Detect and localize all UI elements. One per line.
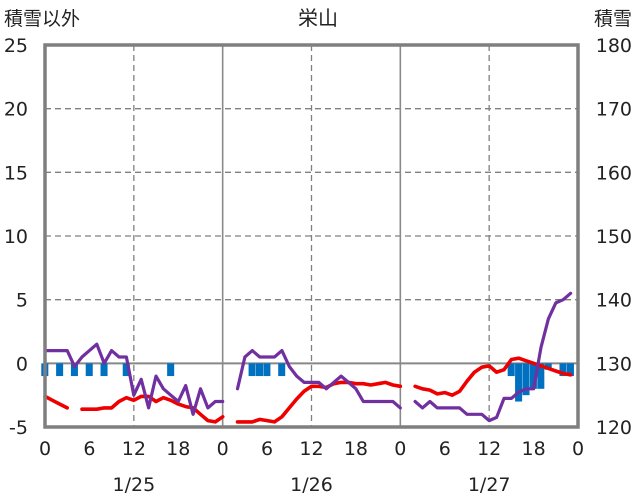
date-label: 1/27	[468, 474, 511, 496]
y-left-tick-label: -5	[9, 417, 28, 439]
precipitation-bar	[278, 363, 286, 377]
y-right-tick-label: 130	[596, 353, 632, 375]
y-right-tick-label: 120	[596, 417, 632, 439]
x-tick-label: 6	[261, 438, 273, 460]
precipitation-bar	[529, 363, 537, 389]
x-tick-label: 0	[39, 438, 51, 460]
y-left-axis-label: 積雪以外	[4, 8, 80, 30]
plot-frame	[43, 43, 580, 429]
precipitation-bars	[41, 363, 574, 402]
x-tick-label: 18	[166, 438, 190, 460]
series-lines	[43, 291, 573, 424]
x-tick-label: 6	[83, 438, 95, 460]
y-left-tick-label: 5	[16, 290, 28, 312]
precipitation-bar	[167, 363, 175, 377]
x-tick-label: 12	[299, 438, 323, 460]
x-tick-label: 0	[572, 438, 584, 460]
y-left-tick-label: 10	[4, 226, 28, 248]
plot-frame-rect	[43, 43, 580, 429]
date-label: 1/26	[290, 474, 333, 496]
chart-title: 栄山	[298, 6, 338, 30]
y-right-tick-label: 140	[596, 290, 632, 312]
y-right-tick-label: 180	[596, 35, 632, 57]
precipitation-bar	[566, 363, 574, 377]
precipitation-bar	[100, 363, 108, 377]
temperature-line	[413, 356, 573, 398]
temperature-line	[43, 394, 69, 410]
precipitation-bar	[522, 363, 530, 396]
y-right-axis-label: 積雪	[594, 8, 632, 30]
x-tick-label: 0	[217, 438, 229, 460]
precipitation-bar	[507, 363, 515, 377]
precipitation-bar	[255, 363, 264, 377]
snow-depth-line	[413, 291, 573, 423]
precipitation-bar	[263, 363, 271, 377]
x-tick-label: 12	[477, 438, 501, 460]
y-left-tick-label: 25	[4, 35, 28, 57]
date-label: 1/25	[112, 474, 155, 496]
precipitation-bar	[248, 363, 256, 377]
precipitation-bar	[515, 363, 523, 402]
y-left-tick-label: 0	[16, 353, 28, 375]
precipitation-bar	[122, 363, 130, 377]
temperature-line	[235, 380, 403, 424]
x-tick-label: 18	[521, 438, 545, 460]
x-tick-label: 0	[394, 438, 406, 460]
grid-lines	[45, 45, 578, 427]
precipitation-bar	[70, 363, 78, 377]
y-right-tick-label: 160	[596, 162, 632, 184]
x-tick-label: 6	[439, 438, 451, 460]
x-tick-label: 12	[122, 438, 146, 460]
y-left-tick-label: 15	[4, 162, 28, 184]
precipitation-bar	[85, 363, 93, 377]
precipitation-bar	[56, 363, 64, 377]
precipitation-bar	[537, 363, 545, 389]
y-right-tick-label: 170	[596, 99, 632, 121]
precipitation-bar	[559, 363, 567, 377]
y-left-tick-label: 20	[4, 99, 28, 121]
snow-depth-line	[235, 349, 402, 410]
x-tick-label: 18	[344, 438, 368, 460]
snow-depth-line	[43, 342, 225, 416]
y-right-tick-label: 150	[596, 226, 632, 248]
